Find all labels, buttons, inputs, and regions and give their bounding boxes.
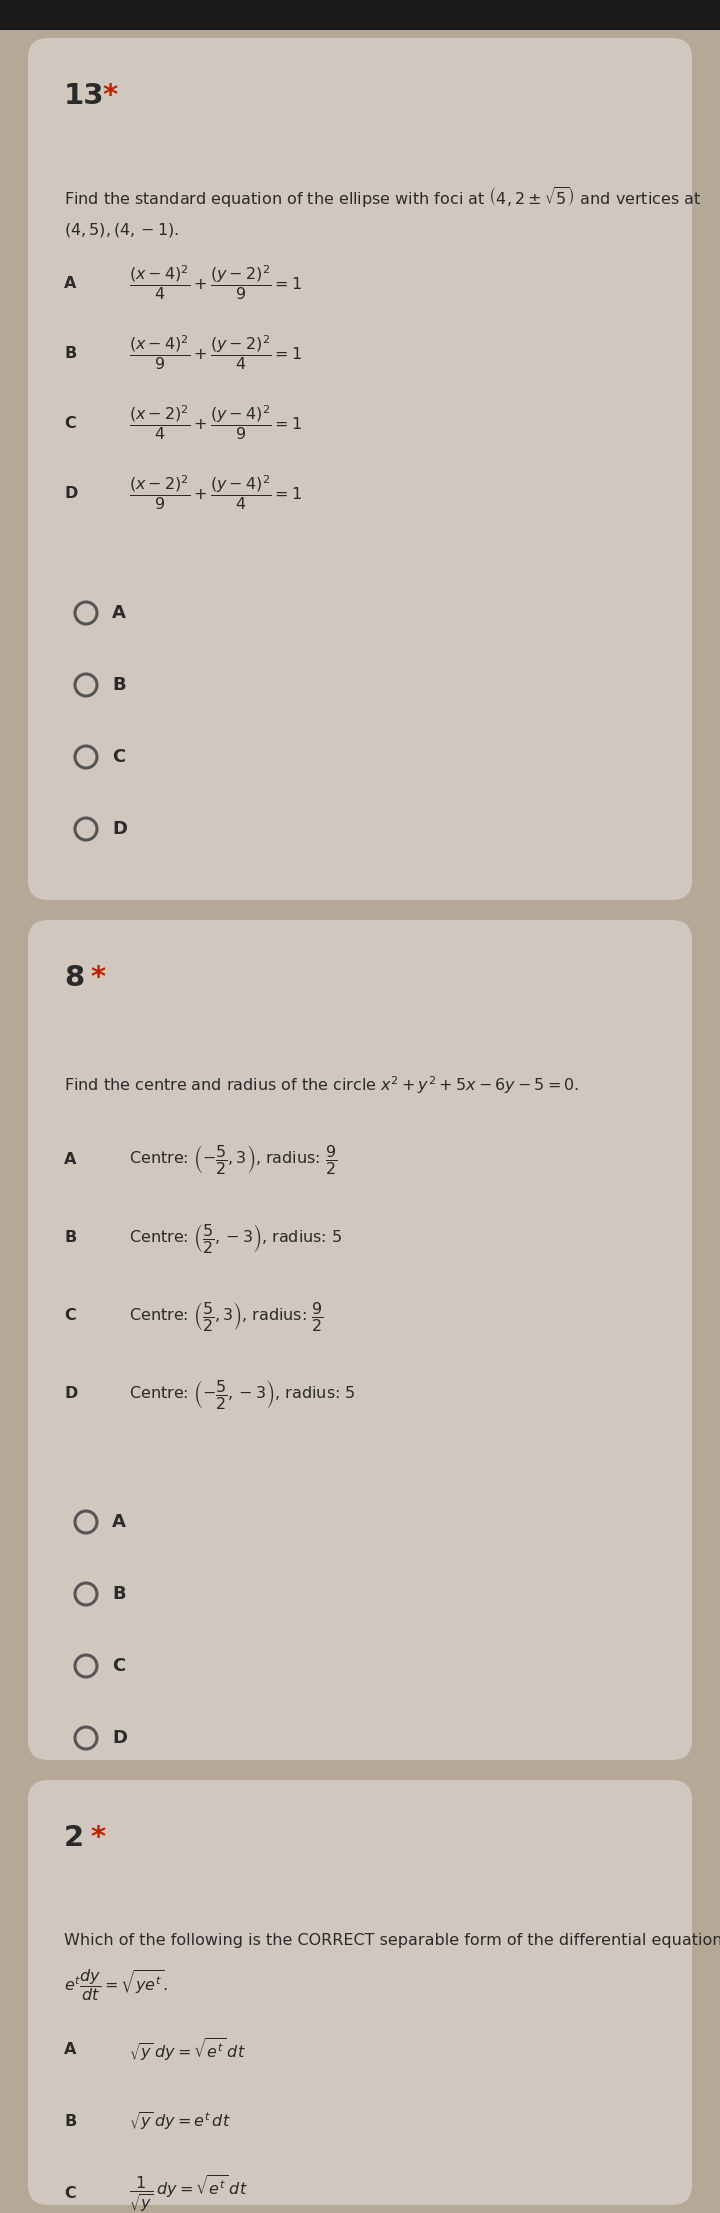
Bar xyxy=(0,0,720,31)
Text: A: A xyxy=(64,2043,76,2058)
FancyBboxPatch shape xyxy=(28,1779,692,2204)
Text: 8: 8 xyxy=(64,965,84,991)
Text: B: B xyxy=(112,1585,125,1602)
Text: Centre: $\left(\dfrac{5}{2},-3\right)$, radius: 5: Centre: $\left(\dfrac{5}{2},-3\right)$, … xyxy=(129,1222,342,1255)
Text: $\dfrac{(x-2)^{2}}{4}+\dfrac{(y-4)^{2}}{9}=1$: $\dfrac{(x-2)^{2}}{4}+\dfrac{(y-4)^{2}}{… xyxy=(129,403,302,443)
Text: D: D xyxy=(112,821,127,839)
FancyBboxPatch shape xyxy=(28,921,692,1759)
Text: Find the centre and radius of the circle $x^{2}+y^{2}+5x-6y-5=0$.: Find the centre and radius of the circle… xyxy=(64,1073,580,1095)
Text: C: C xyxy=(64,416,76,432)
Text: C: C xyxy=(112,748,125,766)
Text: $\sqrt{y}\,dy=e^{t}\,dt$: $\sqrt{y}\,dy=e^{t}\,dt$ xyxy=(129,2111,231,2133)
Text: B: B xyxy=(112,675,125,695)
Text: $\dfrac{(x-4)^{2}}{9}+\dfrac{(y-2)^{2}}{4}=1$: $\dfrac{(x-4)^{2}}{9}+\dfrac{(y-2)^{2}}{… xyxy=(129,334,302,372)
Text: Which of the following is the CORRECT separable form of the differential equatio: Which of the following is the CORRECT se… xyxy=(64,1932,720,1947)
Text: A: A xyxy=(112,604,126,622)
FancyBboxPatch shape xyxy=(28,38,692,901)
Text: Centre: $\left(-\dfrac{5}{2},-3\right)$, radius: 5: Centre: $\left(-\dfrac{5}{2},-3\right)$,… xyxy=(129,1376,356,1410)
Text: *: * xyxy=(90,965,105,991)
Text: $\dfrac{(x-4)^{2}}{4}+\dfrac{(y-2)^{2}}{9}=1$: $\dfrac{(x-4)^{2}}{4}+\dfrac{(y-2)^{2}}{… xyxy=(129,263,302,303)
Text: $\dfrac{1}{\sqrt{y}}\,dy=\sqrt{e^{t}}\,dt$: $\dfrac{1}{\sqrt{y}}\,dy=\sqrt{e^{t}}\,d… xyxy=(129,2173,248,2213)
Text: *: * xyxy=(90,1824,105,1852)
Text: Centre: $\left(\dfrac{5}{2},3\right)$, radius: $\dfrac{9}{2}$: Centre: $\left(\dfrac{5}{2},3\right)$, r… xyxy=(129,1299,324,1332)
Text: D: D xyxy=(64,485,77,500)
Text: *: * xyxy=(102,82,117,111)
Text: 13: 13 xyxy=(64,82,104,111)
Text: A: A xyxy=(64,1153,76,1168)
Text: $\dfrac{(x-2)^{2}}{9}+\dfrac{(y-4)^{2}}{4}=1$: $\dfrac{(x-2)^{2}}{9}+\dfrac{(y-4)^{2}}{… xyxy=(129,474,302,513)
Text: C: C xyxy=(64,1308,76,1323)
Text: B: B xyxy=(64,2113,76,2129)
Text: 2: 2 xyxy=(64,1824,84,1852)
Text: A: A xyxy=(112,1514,126,1531)
Text: A: A xyxy=(64,274,76,290)
Text: C: C xyxy=(112,1658,125,1675)
Text: D: D xyxy=(112,1728,127,1746)
Text: C: C xyxy=(64,2186,76,2202)
Text: B: B xyxy=(64,345,76,361)
Text: $e^{t}\dfrac{dy}{dt}=\sqrt{ye^{t}}$.: $e^{t}\dfrac{dy}{dt}=\sqrt{ye^{t}}$. xyxy=(64,1967,168,2003)
Text: D: D xyxy=(64,1388,77,1401)
Text: Find the standard equation of the ellipse with foci at $\left(4,2\pm\sqrt{5}\rig: Find the standard equation of the ellips… xyxy=(64,186,701,210)
Text: B: B xyxy=(64,1230,76,1246)
Text: $(4,5),(4,-1)$.: $(4,5),(4,-1)$. xyxy=(64,221,179,239)
Text: $\sqrt{y}\,dy=\sqrt{e^{t}}\,dt$: $\sqrt{y}\,dy=\sqrt{e^{t}}\,dt$ xyxy=(129,2036,246,2063)
Text: Centre: $\left(-\dfrac{5}{2},3\right)$, radius: $\dfrac{9}{2}$: Centre: $\left(-\dfrac{5}{2},3\right)$, … xyxy=(129,1144,338,1177)
